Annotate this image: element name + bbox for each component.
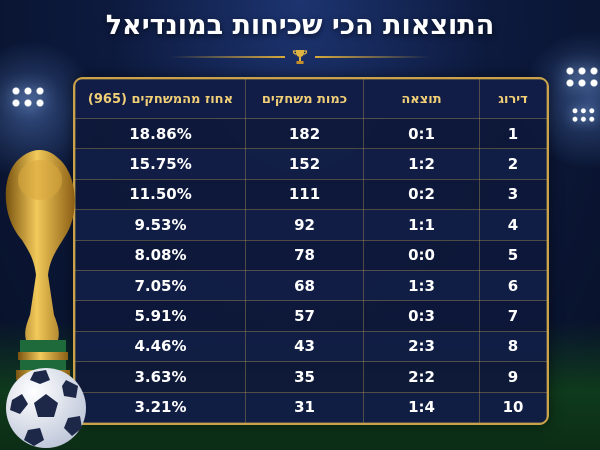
table-row: 2 1:2 152 15.75%: [75, 148, 547, 180]
soccer-ball-icon: [6, 368, 86, 448]
table-row: 7 0:3 57 5.91%: [75, 300, 547, 332]
rank-cell: 6: [479, 269, 547, 302]
stadium-light-icon: [560, 62, 600, 92]
games-cell: 78: [245, 239, 364, 271]
table-header-row: דירוג תוצאה כמות משחקים אחוז מהמשחקים (9…: [75, 79, 547, 119]
score-cell: 1:3: [363, 269, 480, 302]
percent-cell: 3.63%: [75, 361, 246, 393]
percent-cell: 11.50%: [75, 178, 246, 211]
table-row: 9 2:2 35 3.63%: [75, 361, 547, 393]
table-row: 5 0:0 78 8.08%: [75, 239, 547, 271]
score-cell: 1:2: [363, 148, 480, 180]
page-title: התוצאות הכי שכיחות במונדיאל: [105, 10, 495, 41]
percent-cell: 4.46%: [75, 330, 246, 363]
score-cell: 1:1: [363, 209, 480, 241]
stadium-light-icon: [568, 104, 596, 126]
table-row: 8 2:3 43 4.46%: [75, 330, 547, 363]
rank-cell: 10: [479, 391, 547, 423]
rank-cell: 4: [479, 209, 547, 241]
title-divider: [170, 50, 430, 64]
games-cell: 182: [245, 117, 364, 150]
table-row: 10 1:4 31 3.21%: [75, 391, 547, 423]
rank-cell: 8: [479, 330, 547, 363]
games-cell: 35: [245, 361, 364, 393]
games-cell: 43: [245, 330, 364, 363]
percent-cell: 7.05%: [75, 269, 246, 302]
score-cell: 0:2: [363, 178, 480, 211]
score-cell: 0:0: [363, 239, 480, 271]
games-cell: 92: [245, 209, 364, 241]
score-cell: 2:3: [363, 330, 480, 363]
score-cell: 0:3: [363, 300, 480, 332]
table-row: 4 1:1 92 9.53%: [75, 209, 547, 241]
games-cell: 152: [245, 148, 364, 180]
world-cup-trophy-icon: [5, 149, 75, 380]
percent-cell: 8.08%: [75, 239, 246, 271]
percent-cell: 18.86%: [75, 117, 246, 150]
header-games: כמות משחקים: [245, 79, 364, 119]
rank-cell: 1: [479, 117, 547, 150]
table-row: 3 0:2 111 11.50%: [75, 178, 547, 211]
games-cell: 31: [245, 391, 364, 423]
rank-cell: 3: [479, 178, 547, 211]
score-cell: 0:1: [363, 117, 480, 150]
score-cell: 2:2: [363, 361, 480, 393]
rank-cell: 7: [479, 300, 547, 332]
header-rank: דירוג: [479, 79, 547, 119]
percent-cell: 5.91%: [75, 300, 246, 332]
score-cell: 1:4: [363, 391, 480, 423]
table-row: 6 1:3 68 7.05%: [75, 269, 547, 302]
percent-cell: 15.75%: [75, 148, 246, 180]
trophy-icon: [292, 50, 308, 64]
games-cell: 57: [245, 300, 364, 332]
header-score: תוצאה: [363, 79, 480, 119]
rank-cell: 2: [479, 148, 547, 180]
rank-cell: 5: [479, 239, 547, 271]
percent-cell: 9.53%: [75, 209, 246, 241]
percent-cell: 3.21%: [75, 391, 246, 423]
games-cell: 111: [245, 178, 364, 211]
games-cell: 68: [245, 269, 364, 302]
results-table: דירוג תוצאה כמות משחקים אחוז מהמשחקים (9…: [73, 77, 549, 425]
stadium-light-icon: [6, 82, 46, 112]
header-percent: אחוז מהמשחקים (965): [75, 79, 246, 119]
rank-cell: 9: [479, 361, 547, 393]
table-row: 1 0:1 182 18.86%: [75, 117, 547, 150]
